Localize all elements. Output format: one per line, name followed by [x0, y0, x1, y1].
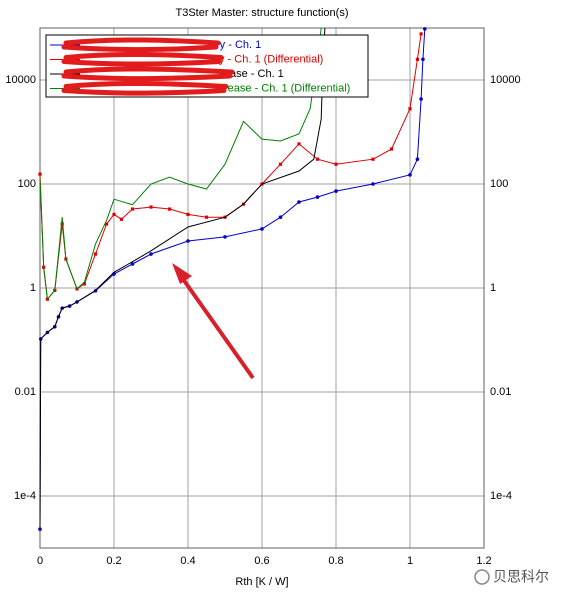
- y-tick-label: 100: [18, 178, 36, 190]
- x-tick-label: 0.8: [328, 555, 343, 567]
- point: [260, 227, 264, 231]
- y-tick-label-right: 1e-4: [490, 490, 512, 502]
- point: [415, 57, 419, 61]
- x-tick-label: 0: [37, 555, 43, 567]
- chart-title: T3Ster Master: structure function(s): [176, 7, 349, 19]
- x-tick-label: 0.6: [254, 555, 269, 567]
- point: [421, 57, 425, 62]
- redaction-scribble: [61, 80, 229, 96]
- legend-label: ase - Ch. 1: [230, 68, 284, 80]
- point: [278, 162, 283, 166]
- y-tick-label: 1e-4: [14, 490, 36, 502]
- watermark-icon: [474, 569, 490, 585]
- point: [112, 212, 116, 217]
- y-tick-label-right: 10000: [490, 74, 521, 86]
- point: [408, 173, 412, 177]
- point: [186, 212, 190, 217]
- legend: ry - Ch. 1 y - Ch. 1 (Differential) ase - …: [45, 34, 369, 98]
- point: [297, 200, 301, 204]
- point: [419, 32, 423, 36]
- legend-label: ry - Ch. 1: [216, 39, 261, 51]
- point: [408, 107, 412, 111]
- point: [119, 217, 123, 221]
- x-tick-label: 1.2: [476, 555, 491, 567]
- y-tick-label-right: 100: [490, 178, 508, 190]
- redaction-scribble: [61, 66, 235, 82]
- point: [415, 157, 420, 161]
- point: [297, 142, 301, 146]
- watermark: 贝思科尔: [493, 569, 549, 585]
- point: [419, 97, 423, 101]
- point: [93, 252, 98, 256]
- series-line: [39, 27, 326, 530]
- redaction-scribble: [61, 51, 224, 67]
- point: [60, 222, 64, 226]
- y-tick-label-right: 0.01: [490, 386, 511, 398]
- x-tick-label: 1: [407, 555, 413, 567]
- point: [278, 215, 283, 219]
- point: [130, 262, 135, 266]
- y-tick-label: 1: [30, 282, 36, 294]
- series-line: [39, 27, 322, 301]
- point: [371, 182, 375, 186]
- y-tick-label: 10000: [5, 74, 36, 86]
- point: [186, 239, 190, 243]
- point: [223, 235, 227, 239]
- point: [105, 222, 109, 226]
- arrow-head: [172, 263, 192, 284]
- plot-frame: [39, 27, 485, 549]
- legend-label: y - Ch. 1 (Differential): [219, 53, 323, 65]
- point: [315, 195, 320, 199]
- point: [334, 162, 338, 166]
- point: [167, 207, 172, 211]
- point: [204, 215, 209, 219]
- point: [82, 282, 86, 286]
- y-tick-label: 0.01: [15, 386, 36, 398]
- point: [423, 27, 427, 31]
- point: [371, 157, 375, 161]
- y-tick-label-right: 1: [490, 282, 496, 294]
- plot-area: 0 0.2 0.4 0.6 0.8 1 1.2 1e-4 1e-4 0.01 0.01 1 1 100 10…: [5, 27, 521, 567]
- point: [315, 157, 320, 161]
- point: [130, 207, 135, 211]
- point: [149, 205, 153, 209]
- x-tick-label: 0.2: [106, 555, 121, 567]
- redaction-scribble: [61, 37, 221, 53]
- x-axis-title: Rth [K / W]: [235, 576, 288, 588]
- point: [149, 252, 153, 256]
- arrow: [176, 270, 255, 380]
- point: [389, 147, 394, 151]
- point: [38, 172, 42, 176]
- legend-label: rease - Ch. 1 (Differential): [224, 82, 350, 94]
- point: [334, 189, 338, 193]
- x-tick-label: 0.4: [180, 555, 195, 567]
